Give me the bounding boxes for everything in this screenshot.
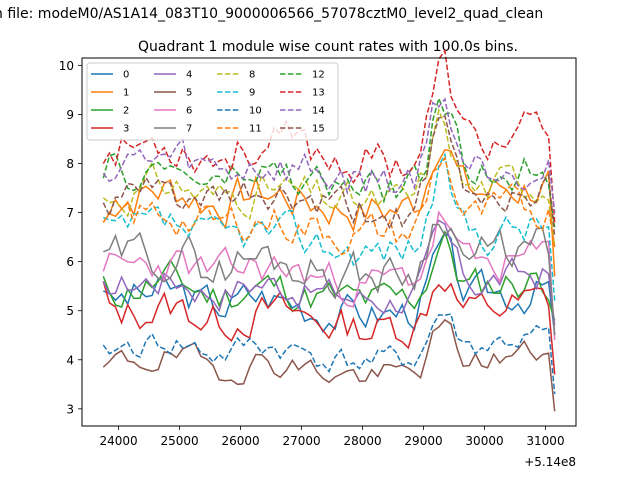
series-line-2 [102, 229, 556, 321]
x-tick-label: 29000 [404, 434, 442, 448]
series-line-12 [102, 96, 556, 228]
y-tick-label: 5 [66, 304, 74, 318]
x-offset-label: +5.14e8 [524, 455, 576, 469]
series-line-7 [103, 223, 556, 336]
plot-area [102, 48, 556, 412]
legend-label-13: 13 [312, 88, 325, 99]
y-tick-label: 8 [66, 157, 74, 171]
x-tick-label: 24000 [99, 434, 137, 448]
axes-frame [81, 57, 577, 427]
y-tick-label: 6 [66, 255, 74, 269]
legend-label-9: 9 [249, 88, 255, 99]
legend-label-14: 14 [312, 106, 325, 117]
y-axis: 3 4 5 6 7 8 9 10 [59, 59, 82, 416]
x-tick-label: 28000 [343, 434, 381, 448]
x-tick-label: 25000 [160, 434, 198, 448]
y-tick-label: 3 [66, 402, 74, 416]
series-line-15 [102, 115, 556, 238]
y-tick-label: 10 [59, 59, 74, 73]
chart-title: Quadrant 1 module wise count rates with … [138, 39, 518, 55]
legend-label-1: 1 [123, 88, 129, 99]
legend-label-3: 3 [123, 124, 129, 135]
series-line-1 [102, 148, 556, 277]
x-axis: 24000 25000 26000 27000 28000 29000 30000 31000 [99, 426, 565, 448]
legend-label-7: 7 [186, 124, 192, 135]
series-line-14 [102, 97, 556, 213]
series-line-13 [102, 48, 556, 223]
series-line-4 [102, 219, 556, 326]
series-line-5 [102, 318, 556, 412]
x-tick-label: 31000 [526, 434, 564, 448]
legend-label-0: 0 [123, 70, 129, 81]
series-line-11 [102, 156, 556, 256]
legend-label-10: 10 [249, 106, 262, 117]
x-tick-label: 26000 [221, 434, 259, 448]
legend-label-15: 15 [312, 124, 325, 135]
series-line-9 [103, 152, 556, 301]
legend-label-11: 11 [249, 124, 262, 135]
legend-label-5: 5 [186, 88, 192, 99]
legend-label-4: 4 [186, 70, 192, 81]
x-tick-label: 27000 [282, 434, 320, 448]
series-line-3 [102, 281, 556, 375]
series-line-6 [102, 210, 556, 341]
legend-label-2: 2 [123, 106, 129, 117]
legend-label-8: 8 [249, 70, 255, 81]
legend-label-6: 6 [186, 106, 192, 117]
y-tick-label: 4 [66, 353, 74, 367]
series-line-10 [102, 313, 556, 395]
series-line-0 [103, 231, 556, 336]
figure-suptitle: n file: modeM0/AS1A14_083T10_9000006566_… [0, 6, 543, 22]
series-line-8 [102, 108, 556, 247]
y-tick-label: 7 [66, 206, 74, 220]
legend-label-12: 12 [312, 70, 325, 81]
legend-box [86, 62, 339, 141]
y-tick-label: 9 [66, 108, 74, 122]
x-tick-label: 30000 [465, 434, 503, 448]
